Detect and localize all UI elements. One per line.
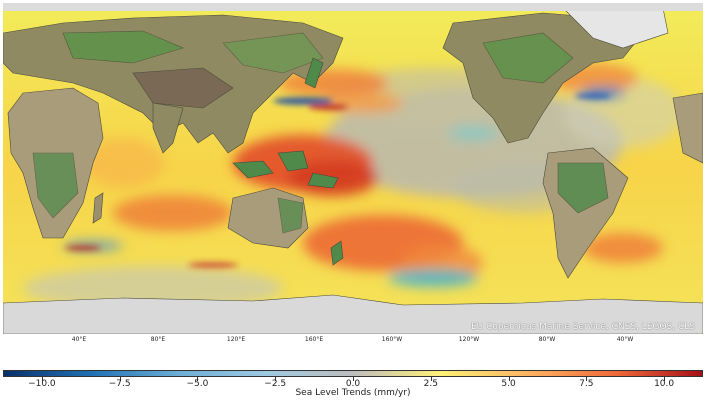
colorbar-label: Sea Level Trends (mm/yr) (295, 388, 411, 398)
colorbar-tick (586, 377, 588, 381)
colorbar-tick (197, 377, 199, 381)
colorbar-tick-label: 0.0 (345, 379, 361, 389)
lon-label: 40°W (616, 336, 634, 343)
colorbar-tick-label: −5.0 (186, 379, 209, 389)
lon-label: 160°W (381, 336, 403, 343)
lon-label: 120°W (458, 336, 480, 343)
lon-label: 80°W (538, 336, 556, 343)
colorbar-tick-label: 2.5 (423, 379, 438, 389)
land-masses (3, 3, 703, 334)
lon-label: 120°E (226, 336, 246, 343)
colorbar-tick (664, 377, 666, 381)
colorbar-tick-label: 7.5 (579, 379, 594, 389)
antarctica (3, 294, 703, 334)
colorbar-tick (41, 377, 43, 381)
colorbar-tick-label: −7.5 (108, 379, 131, 389)
colorbar: −10.0 −7.5 −5.0 −2.5 0.0 2.5 5.0 7.5 10.0 Sea Le… (3, 370, 703, 410)
colorbar-tick (275, 377, 277, 381)
colorbar-tick-label: −10.0 (28, 379, 56, 389)
lon-label: 160°E (304, 336, 324, 343)
colorbar-tick (508, 377, 510, 381)
colorbar-tick (119, 377, 121, 381)
map-credit: EU Copernicus Marine Service, CNES, LEGO… (470, 322, 695, 332)
lon-label: 80°E (150, 336, 166, 343)
sea-level-map: EU Copernicus Marine Service, CNES, LEGO… (3, 3, 703, 334)
colorbar-tick-label: 10.0 (654, 379, 675, 389)
colorbar-tick-label: 5.0 (501, 379, 516, 389)
longitude-axis: 40°E 80°E 120°E 160°E 160°W 120°W 80°W 4… (3, 336, 703, 346)
colorbar-tick (353, 377, 354, 381)
colorbar-gradient (3, 370, 703, 377)
colorbar-tick-label: −2.5 (264, 379, 287, 389)
eddy-streaks (65, 93, 611, 268)
lon-label: 40°E (71, 336, 87, 343)
colorbar-tick (430, 377, 432, 381)
